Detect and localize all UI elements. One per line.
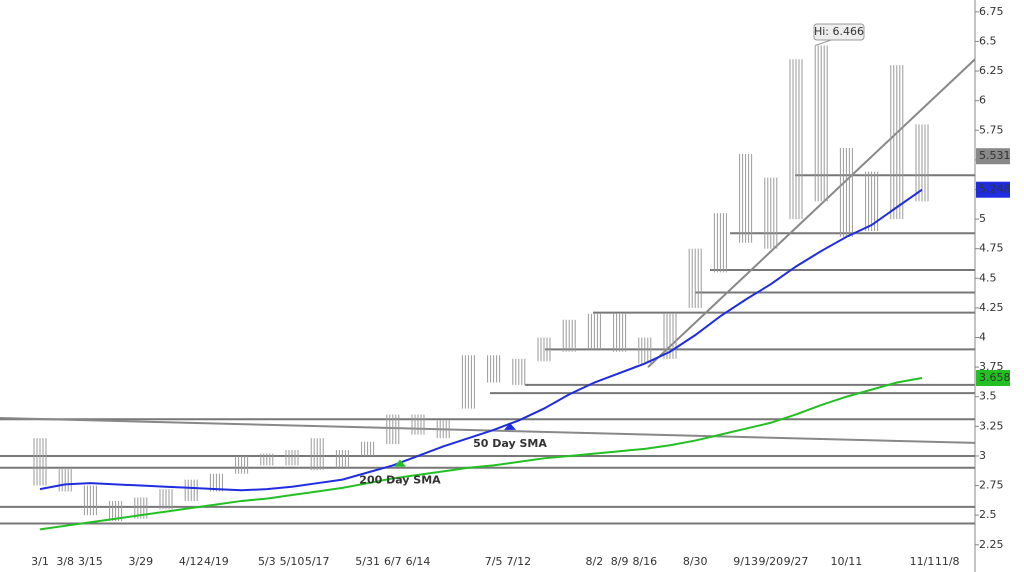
x-tick-label: 11/1	[910, 555, 935, 568]
x-tick-label: 4/12	[179, 555, 204, 568]
x-tick-label: 7/12	[506, 555, 531, 568]
x-tick-label: 9/20	[758, 555, 783, 568]
x-tick-label: 3/1	[31, 555, 49, 568]
x-tick-label: 3/8	[56, 555, 74, 568]
price-badge-label: 5.248	[979, 183, 1011, 196]
annotation-box	[813, 23, 865, 41]
x-tick-label: 7/5	[485, 555, 503, 568]
x-tick-label: 6/7	[384, 555, 402, 568]
price-badge	[976, 148, 1010, 165]
x-tick-label: 4/19	[204, 555, 229, 568]
y-tick-label: 5	[979, 212, 986, 225]
x-tick-label: 5/31	[355, 555, 380, 568]
price-badge	[976, 181, 1010, 198]
x-tick-label: 9/13	[733, 555, 758, 568]
x-tick-label: 5/3	[258, 555, 276, 568]
y-tick-label: 4	[979, 331, 986, 344]
x-tick-label: 8/16	[632, 555, 657, 568]
y-tick-label: 2.25	[979, 538, 1004, 551]
y-tick-label: 3	[979, 449, 986, 462]
price-badge-label: 3.658	[979, 371, 1011, 384]
x-tick-label: 9/27	[784, 555, 809, 568]
y-tick-label: 4.75	[979, 242, 1004, 255]
sma-label: 50 Day SMA	[473, 437, 547, 450]
x-tick-label: 6/14	[406, 555, 431, 568]
trend-line	[0, 417, 976, 444]
y-tick-label: 3.75	[979, 360, 1004, 373]
x-tick-label: 3/15	[78, 555, 103, 568]
y-tick-label: 6.25	[979, 64, 1004, 77]
sma-line	[39, 377, 923, 531]
y-tick-label: 5.75	[979, 123, 1004, 136]
x-tick-label: 8/9	[611, 555, 629, 568]
sma-marker	[504, 422, 516, 430]
y-tick-label: 2.75	[979, 479, 1004, 492]
y-tick-label: 4.5	[979, 271, 997, 284]
sma-line	[39, 188, 923, 492]
x-tick-label: 5/10	[280, 555, 305, 568]
y-tick-label: 6.5	[979, 34, 997, 47]
price-badge	[976, 370, 1010, 387]
y-tick-label: 2.5	[979, 508, 997, 521]
x-tick-label: 8/2	[586, 555, 604, 568]
trend-line	[647, 58, 976, 368]
sma-label: 200 Day SMA	[359, 474, 441, 487]
annotation-leader	[815, 39, 832, 46]
y-tick-label: 3.5	[979, 390, 997, 403]
x-tick-label: 10/11	[831, 555, 863, 568]
y-tick-label: 6	[979, 94, 986, 107]
x-tick-label: 5/17	[305, 555, 330, 568]
x-tick-label: 3/29	[128, 555, 153, 568]
y-tick-label: 3.25	[979, 419, 1004, 432]
x-tick-label: 8/30	[683, 555, 708, 568]
y-tick-label: 6.75	[979, 5, 1004, 18]
y-tick-label: 4.25	[979, 301, 1004, 314]
price-badge-label: 5.531	[979, 149, 1011, 162]
sma-marker	[394, 459, 406, 467]
x-tick-label: 11/8	[935, 555, 960, 568]
annotation: Hi: 6.466	[814, 25, 864, 38]
